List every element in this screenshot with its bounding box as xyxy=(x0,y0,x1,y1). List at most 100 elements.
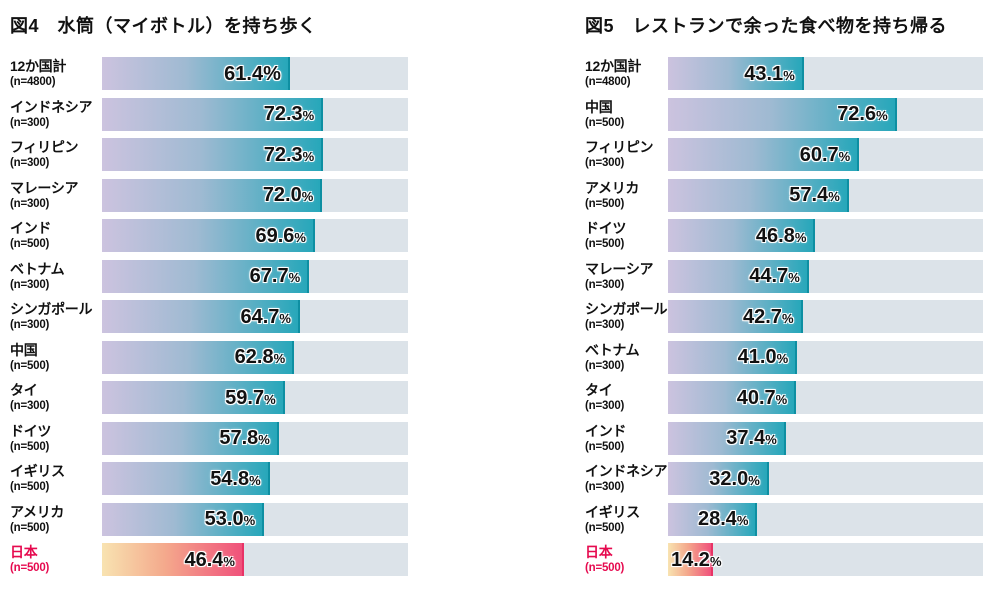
percent-sign: % xyxy=(765,432,777,447)
category-label: ベトナム xyxy=(585,341,640,358)
bar-track: 44.7% xyxy=(668,259,983,293)
value-label: 37.4% xyxy=(726,428,777,448)
value-label: 43.1% xyxy=(744,64,795,84)
row-label: 12か国計 (n=4800) xyxy=(585,57,668,90)
percent-sign: % xyxy=(776,351,789,366)
category-label: アメリカ xyxy=(10,503,65,520)
sample-size-label: (n=300) xyxy=(585,319,625,331)
value-number: 44.7 xyxy=(749,265,789,287)
bar xyxy=(668,421,786,455)
category-label: 12か国計 xyxy=(585,58,642,74)
row-label: ドイツ (n=500) xyxy=(585,219,668,252)
category-label: ドイツ xyxy=(10,422,52,439)
bar-track: 14.2% xyxy=(668,543,983,576)
percent-sign: % xyxy=(775,391,788,407)
percent-sign: % xyxy=(788,270,800,285)
value-number: 64.7 xyxy=(240,305,280,328)
percent-sign: % xyxy=(243,513,256,528)
row-label: タイ (n=300) xyxy=(585,381,668,414)
bar-track: 46.8% xyxy=(668,219,983,252)
value-label: 72.3% xyxy=(264,104,315,124)
chart-figure-4-title: 図4 水筒（マイボトル）を持ち歩く xyxy=(10,16,317,36)
sample-size-label: (n=500) xyxy=(585,562,625,574)
chart-row: 12か国計 (n=4800) 43.1% xyxy=(585,57,983,90)
value-label: 54.8% xyxy=(210,469,261,489)
percent-sign: % xyxy=(223,553,235,569)
chart-row: 中国 (n=500) 62.8% xyxy=(10,340,408,374)
category-label: 日本 xyxy=(585,544,613,560)
percent-sign: % xyxy=(876,108,888,123)
chart-row: ベトナム (n=300) 41.0% xyxy=(585,340,983,374)
bar xyxy=(668,340,798,374)
value-number: 53.0 xyxy=(204,508,244,530)
value-label: 60.7% xyxy=(800,145,851,165)
value-label: 46.4% xyxy=(184,550,235,570)
bar-track: 41.0% xyxy=(668,340,983,374)
bar-track: 67.7% xyxy=(102,259,408,293)
row-label: 12か国計 (n=4800) xyxy=(10,57,102,90)
sample-size-label: (n=500) xyxy=(585,116,625,129)
category-label: ドイツ xyxy=(585,220,627,236)
value-label: 72.0% xyxy=(263,185,314,205)
chart-row: シンガポール (n=300) 42.7% xyxy=(585,300,983,333)
sample-size-label: (n=300) xyxy=(585,278,625,291)
sample-size-label: (n=500) xyxy=(585,197,625,210)
percent-sign: % xyxy=(748,472,760,488)
category-label: マレーシア xyxy=(10,179,79,196)
sample-size-label: (n=300) xyxy=(10,197,50,210)
bar xyxy=(102,300,300,333)
bar xyxy=(102,219,315,252)
chart-figure-5-title: 図5 レストランで余った食べ物を持ち帰る xyxy=(585,16,948,36)
chart-row: タイ (n=300) 59.7% xyxy=(10,381,408,414)
row-label: 日本 (n=500) xyxy=(585,543,668,576)
value-label: 64.7% xyxy=(240,307,291,327)
value-label: 72.6% xyxy=(837,104,888,124)
bar-track: 32.0% xyxy=(668,462,983,495)
value-number: 37.4 xyxy=(726,427,766,449)
chart-row: 12か国計 (n=4800) 61.4% xyxy=(10,57,408,90)
bar xyxy=(102,543,244,576)
category-label: 12か国計 xyxy=(10,58,67,74)
percent-sign: % xyxy=(828,189,840,204)
bar-track: 64.7% xyxy=(102,300,408,333)
row-label: マレーシア (n=300) xyxy=(585,260,668,293)
chart-row: インドネシア (n=300) 72.3% xyxy=(10,97,408,131)
bar-track: 60.7% xyxy=(668,138,983,171)
value-number: 40.7 xyxy=(736,386,776,409)
percent-sign: % xyxy=(838,148,851,164)
sample-size-label: (n=500) xyxy=(10,481,50,493)
percent-sign: % xyxy=(249,472,261,488)
value-number: 72.3 xyxy=(263,143,303,166)
value-number: 14.2 xyxy=(671,548,710,571)
chart-row: シンガポール (n=300) 64.7% xyxy=(10,300,408,333)
row-label: 中国 (n=500) xyxy=(10,341,102,374)
category-label: インド xyxy=(585,422,627,439)
value-label: 67.7% xyxy=(250,266,301,286)
bar-track: 57.8% xyxy=(102,421,408,455)
row-label: シンガポール (n=300) xyxy=(10,300,102,333)
row-label: シンガポール (n=300) xyxy=(585,300,668,333)
value-number: 61.4 xyxy=(224,62,264,85)
sample-size-label: (n=500) xyxy=(585,238,625,250)
category-label: フィリピン xyxy=(10,139,79,155)
bar-track: 69.6% xyxy=(102,219,408,252)
chart-row: イギリス (n=500) 28.4% xyxy=(585,502,983,536)
value-number: 59.7 xyxy=(225,386,265,409)
bar xyxy=(668,178,849,212)
bar-track: 72.6% xyxy=(668,97,983,131)
bar-track: 43.1% xyxy=(668,57,983,90)
row-label: タイ (n=300) xyxy=(10,381,102,414)
percent-sign: % xyxy=(783,67,795,83)
value-label: 46.8% xyxy=(756,226,807,246)
chart-row: 日本 (n=500) 14.2% xyxy=(585,543,983,576)
value-number: 41.0 xyxy=(737,346,777,368)
chart-row: タイ (n=300) 40.7% xyxy=(585,381,983,414)
row-label: 日本 (n=500) xyxy=(10,543,102,576)
sample-size-label: (n=300) xyxy=(585,400,625,412)
percent-sign: % xyxy=(301,189,314,204)
sample-size-label: (n=500) xyxy=(10,359,50,372)
sample-size-label: (n=300) xyxy=(10,278,50,291)
category-label: 日本 xyxy=(10,544,38,560)
value-label: 57.4% xyxy=(789,185,840,205)
sample-size-label: (n=500) xyxy=(10,562,50,574)
